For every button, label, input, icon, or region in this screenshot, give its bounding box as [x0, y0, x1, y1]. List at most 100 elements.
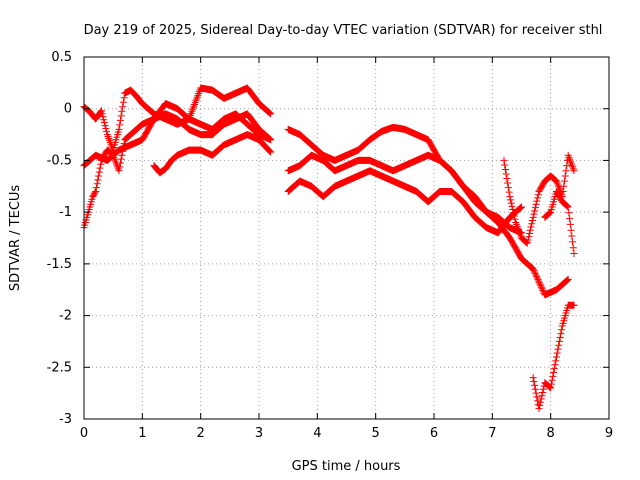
data-point — [265, 135, 273, 143]
data-point — [502, 170, 510, 178]
data-point — [531, 385, 539, 393]
data-point — [567, 226, 575, 234]
data-point — [98, 107, 105, 115]
data-point — [528, 220, 536, 228]
data-point — [545, 209, 553, 217]
data-point — [119, 98, 127, 106]
x-axis-label: GPS time / hours — [292, 459, 401, 474]
data-point — [101, 122, 109, 130]
data-point — [532, 271, 540, 279]
series-track-9 — [529, 301, 578, 413]
data-point — [92, 184, 100, 192]
data-point — [265, 109, 273, 117]
data-point — [531, 207, 539, 215]
data-point — [116, 121, 124, 129]
data-point — [546, 383, 554, 391]
data-points — [80, 84, 578, 413]
grid-lines — [84, 57, 609, 419]
data-point — [529, 213, 537, 221]
data-point — [266, 147, 274, 155]
y-axis-label: SDTVAR / TECUs — [8, 185, 23, 292]
series-track-8 — [500, 151, 578, 247]
y-tick-label: -1.5 — [47, 257, 72, 272]
data-point — [98, 110, 106, 118]
data-point — [100, 116, 108, 124]
data-point — [546, 209, 554, 217]
data-point — [267, 110, 275, 118]
data-point — [118, 151, 126, 159]
x-tick-label: 0 — [80, 426, 88, 441]
data-point — [547, 384, 555, 392]
data-point — [569, 238, 577, 246]
data-point — [570, 250, 578, 258]
data-point — [530, 267, 538, 275]
data-point — [559, 187, 567, 195]
data-point — [557, 330, 565, 338]
data-point — [505, 188, 513, 196]
data-point — [553, 353, 560, 361]
data-point — [190, 100, 198, 108]
data-point — [550, 368, 558, 376]
data-point — [535, 277, 543, 285]
data-point — [534, 397, 542, 405]
data-point — [511, 215, 519, 223]
data-point — [531, 381, 539, 389]
data-point — [191, 99, 199, 107]
data-point — [534, 194, 542, 202]
data-point — [93, 180, 101, 188]
axis-ticks: 0 1 2 3 4 5 6 7 8 9 0.5 0 -0.5 -1 -1.5 -2 -2.5 -3 — [47, 50, 614, 441]
data-point — [193, 93, 201, 101]
data-point — [526, 229, 534, 237]
data-point — [508, 202, 516, 210]
x-tick-label: 8 — [547, 426, 555, 441]
data-point — [531, 270, 539, 278]
x-tick-label: 5 — [372, 426, 380, 441]
data-point — [188, 108, 196, 116]
data-point — [563, 277, 571, 285]
data-point — [568, 232, 576, 240]
data-point — [509, 209, 517, 217]
data-point — [531, 268, 539, 276]
data-point — [115, 125, 123, 133]
data-point — [533, 274, 541, 282]
data-point — [525, 233, 533, 241]
data-point — [564, 203, 572, 211]
data-point — [561, 177, 569, 185]
data-point — [570, 167, 578, 175]
data-point — [537, 282, 545, 290]
data-point — [92, 187, 100, 195]
data-point — [193, 95, 201, 103]
data-point — [103, 128, 111, 136]
data-point — [536, 280, 544, 288]
data-point — [117, 112, 125, 120]
data-point — [507, 196, 515, 204]
data-point — [507, 199, 515, 207]
data-point — [267, 148, 275, 156]
data-point — [556, 334, 564, 342]
data-point — [533, 273, 541, 281]
data-point — [91, 189, 99, 197]
data-point — [102, 125, 110, 133]
data-point — [554, 345, 562, 353]
data-point — [504, 179, 512, 187]
y-tick-label: -3 — [59, 412, 72, 427]
data-point — [500, 156, 508, 164]
data-point — [509, 206, 517, 214]
data-point — [533, 197, 541, 205]
data-point — [189, 104, 197, 112]
y-tick-label: -2 — [59, 309, 72, 324]
x-tick-label: 3 — [255, 426, 263, 441]
data-point — [533, 393, 541, 401]
data-point — [510, 212, 518, 220]
data-point — [96, 164, 104, 172]
data-point — [187, 110, 195, 118]
data-point — [535, 279, 543, 287]
data-point — [115, 167, 123, 175]
data-point — [267, 136, 275, 144]
data-point — [516, 204, 524, 212]
data-point — [506, 193, 514, 201]
data-point — [530, 378, 538, 386]
data-point — [538, 285, 546, 293]
data-point — [565, 209, 573, 217]
data-point — [562, 167, 570, 175]
